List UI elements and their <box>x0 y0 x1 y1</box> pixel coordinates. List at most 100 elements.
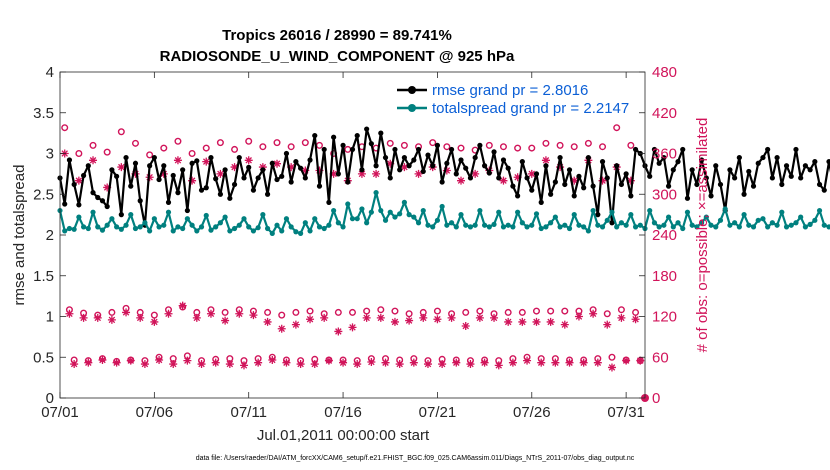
totalspread-point <box>694 224 700 230</box>
rmse-point <box>581 185 587 191</box>
assimilated-point <box>339 358 348 367</box>
assimilated-point <box>447 313 456 322</box>
rmse-point <box>736 154 742 161</box>
rmse-point <box>628 193 634 199</box>
rmse-point <box>180 167 186 173</box>
assimilated-point <box>244 156 253 165</box>
y2-tick-label: 300 <box>652 186 677 203</box>
possible-point <box>108 308 116 316</box>
totalspread-point <box>425 222 431 228</box>
rmse-point <box>368 141 374 147</box>
totalspread-point <box>184 216 190 222</box>
rmse-point <box>151 154 157 161</box>
assimilated-point <box>414 169 423 178</box>
assimilated-point <box>471 169 480 178</box>
totalspread-point <box>552 214 558 220</box>
assimilated-point <box>197 360 206 369</box>
y2-tick-label: 240 <box>652 227 677 244</box>
rmse-point <box>198 187 205 193</box>
rmse-point <box>80 172 87 179</box>
rmse-point <box>515 193 521 199</box>
assimilated-point <box>225 360 234 369</box>
totalspread-point <box>331 207 337 214</box>
assimilated-point <box>301 166 310 175</box>
totalspread-point <box>788 222 794 228</box>
totalspread-point <box>571 212 577 218</box>
rmse-point <box>264 191 271 197</box>
totalspread-point <box>713 224 719 230</box>
x-tick-label: 07/21 <box>419 404 457 421</box>
possible-point <box>528 144 536 152</box>
assimilated-point <box>126 356 135 365</box>
rmse-point <box>684 195 691 201</box>
totalspread-point <box>448 220 455 226</box>
rmse-point <box>750 183 757 189</box>
totalspread-point <box>599 224 606 230</box>
y-tick-label: 3 <box>46 146 54 163</box>
rmse-point <box>448 146 455 153</box>
totalspread-point <box>647 207 653 214</box>
totalspread-point <box>147 228 153 234</box>
possible-point <box>377 306 385 314</box>
assimilated-point <box>324 356 333 365</box>
assimilated-point <box>320 313 329 322</box>
assimilated-point <box>79 313 88 322</box>
totalspread-point <box>590 207 596 214</box>
totalspread-point <box>581 224 587 230</box>
assimilated-point <box>513 173 522 182</box>
assimilated-point <box>89 156 98 165</box>
rmse-point <box>279 173 285 179</box>
totalspread-point <box>481 222 488 228</box>
y-tick-label: 2 <box>46 227 54 244</box>
possible-point <box>160 144 168 152</box>
assimilated-point <box>268 355 277 364</box>
rmse-point <box>208 154 214 161</box>
assimilated-point <box>334 327 343 336</box>
rmse-point <box>392 146 398 153</box>
possible-point <box>617 306 625 314</box>
rmse-point <box>689 167 695 173</box>
rmse-point <box>632 146 639 153</box>
rmse-point <box>71 181 77 188</box>
rmse-point <box>548 191 554 197</box>
possible-point <box>287 143 295 151</box>
assimilated-point <box>249 311 258 320</box>
rmse-point <box>335 171 341 177</box>
assimilated-point <box>84 358 93 367</box>
rmse-point <box>415 146 422 153</box>
assimilated-point <box>579 358 588 367</box>
totalspread-point <box>340 224 346 230</box>
rmse-point <box>826 159 830 165</box>
rmse-point <box>316 183 323 189</box>
assimilated-point <box>409 358 418 367</box>
possible-point <box>117 128 125 136</box>
rmse-point <box>345 179 351 185</box>
assimilated-point <box>381 358 390 367</box>
x-tick-label: 07/26 <box>513 404 551 421</box>
assimilated-point <box>598 176 607 185</box>
totalspread-point <box>821 222 827 228</box>
assimilated-point <box>523 356 532 365</box>
assimilated-point <box>518 317 527 326</box>
possible-point <box>485 141 493 149</box>
totalspread-point <box>227 228 233 234</box>
totalspread-point <box>765 224 771 230</box>
totalspread-point <box>519 220 525 226</box>
totalspread-point <box>95 224 101 230</box>
rmse-point <box>137 198 143 204</box>
rmse-point <box>165 199 172 205</box>
totalspread-point <box>774 222 780 228</box>
rmse-point <box>566 167 573 173</box>
totalspread-point <box>349 216 356 222</box>
totalspread-point <box>213 224 219 230</box>
totalspread-point <box>477 207 483 214</box>
y2-tick-label: 360 <box>652 146 677 163</box>
y-tick-label: 3.5 <box>33 105 54 122</box>
totalspread-point <box>680 225 686 232</box>
assimilated-point <box>452 358 461 367</box>
rmse-point <box>500 157 507 163</box>
assimilated-point <box>192 313 201 322</box>
rmse-point <box>90 190 96 196</box>
possible-point <box>570 143 578 151</box>
